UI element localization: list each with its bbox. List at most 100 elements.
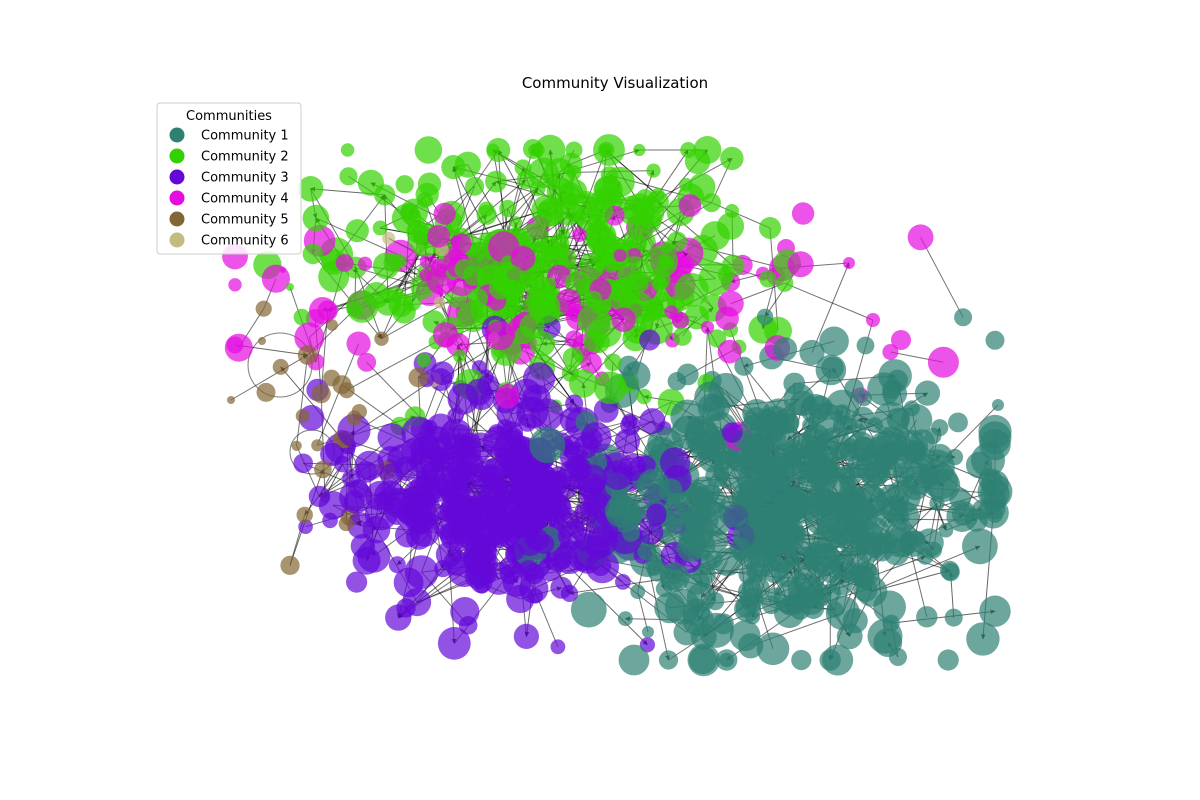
network-node [437, 627, 471, 660]
network-node [352, 546, 381, 575]
network-node [465, 536, 490, 560]
network-node [938, 522, 954, 538]
network-edge [230, 354, 309, 401]
network-node [914, 380, 941, 406]
network-node [642, 626, 654, 638]
network-node [573, 212, 588, 226]
network-node [477, 374, 500, 397]
network-node [514, 326, 534, 345]
network-node [713, 467, 729, 483]
network-node [499, 199, 517, 218]
network-node [340, 143, 355, 157]
network-node [555, 288, 581, 314]
network-node [454, 151, 481, 178]
network-node [698, 261, 733, 296]
network-node [812, 433, 840, 461]
network-node [658, 650, 679, 670]
network-node [302, 204, 330, 232]
network-node [593, 398, 619, 423]
network-node [465, 176, 485, 196]
network-node [296, 506, 313, 524]
network-node [856, 576, 888, 607]
network-node [258, 337, 266, 345]
legend-title: Communities [186, 109, 272, 124]
network-node [311, 384, 331, 404]
network-node [826, 601, 844, 618]
network-node [537, 557, 562, 582]
network-node [799, 339, 825, 366]
network-node [917, 548, 934, 565]
network-node [844, 378, 864, 399]
network-node [386, 286, 404, 304]
legend-label: Community 6 [201, 234, 289, 249]
network-node [228, 278, 242, 292]
network-node [819, 459, 839, 478]
network-node [774, 597, 805, 629]
network-node [403, 293, 422, 312]
network-node [717, 494, 751, 528]
network-node [831, 523, 854, 546]
network-node [618, 611, 633, 627]
network-node [550, 639, 566, 655]
network-node [802, 597, 825, 619]
network-edge [920, 237, 964, 318]
network-node [297, 345, 318, 365]
network-node [424, 479, 448, 503]
network-node [354, 450, 385, 481]
network-node [585, 549, 619, 584]
network-node [820, 491, 837, 508]
network-node [490, 497, 509, 516]
network-node [667, 231, 687, 252]
network-node [868, 430, 903, 465]
network-node [873, 401, 910, 438]
network-node [583, 331, 605, 353]
network-node [787, 251, 814, 278]
network-node [882, 379, 902, 399]
network-node [450, 436, 482, 467]
network-node [822, 644, 854, 676]
network-node [773, 337, 798, 361]
network-node [326, 319, 338, 331]
network-node [603, 460, 633, 490]
network-node [686, 582, 717, 612]
network-node [773, 515, 805, 548]
network-node [523, 362, 556, 395]
legend-marker [169, 127, 185, 143]
network-node [556, 227, 570, 241]
network-node [646, 503, 667, 524]
network-node [510, 246, 536, 271]
network-node [646, 190, 669, 213]
network-node [256, 382, 276, 402]
network-node [978, 414, 1012, 448]
network-node [639, 408, 666, 435]
network-node [412, 225, 428, 241]
network-node [916, 606, 938, 628]
network-node [302, 243, 324, 265]
network-node [664, 305, 679, 320]
network-node [688, 645, 717, 675]
network-node [739, 587, 764, 612]
network-node [374, 480, 406, 512]
network-node [874, 532, 895, 554]
network-node [555, 240, 570, 255]
network-node [562, 347, 584, 368]
network-node [808, 402, 843, 437]
legend-entry: Community 3 [169, 169, 289, 186]
network-node [332, 375, 352, 395]
network-node [478, 201, 494, 217]
network-node [721, 422, 743, 443]
network-node [891, 330, 911, 350]
nodes-layer [222, 134, 1013, 677]
network-node [396, 598, 416, 618]
network-node [280, 555, 300, 576]
network-node [941, 562, 960, 582]
network-edge [811, 262, 850, 353]
network-edge [891, 609, 996, 624]
network-node [286, 283, 294, 291]
legend-marker [169, 190, 185, 206]
network-node [383, 253, 403, 272]
network-node [637, 541, 657, 561]
network-node [673, 327, 692, 346]
network-node [654, 592, 686, 624]
network-node [605, 494, 639, 528]
